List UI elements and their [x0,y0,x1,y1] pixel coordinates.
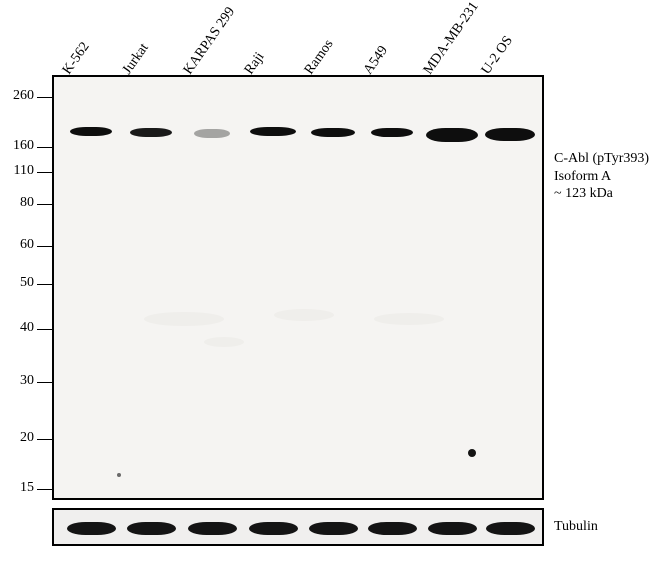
loading-control-band [127,522,176,535]
mw-tick [37,382,52,383]
lane-label: Raji [242,50,268,78]
target-band [371,128,413,137]
loading-control-band [67,522,116,535]
mw-tick [37,489,52,490]
mw-marker: 60 [0,237,34,253]
mw-tick [37,204,52,205]
lane-label: MDA-MB-231 [421,0,483,78]
lane-label: U-2 OS [479,33,517,78]
lane-label: K-562 [60,40,94,78]
lane-label: A549 [361,43,392,78]
target-label-line3: ~ 123 kDa [554,185,649,203]
mw-marker: 15 [0,480,34,496]
mw-marker: 80 [0,195,34,211]
target-band-label: C-Abl (pTyr393) Isoform A ~ 123 kDa [554,150,649,203]
target-band [250,127,296,136]
lane-label: KARPAS 299 [181,5,239,78]
mw-tick [37,329,52,330]
loading-control-band [188,522,237,535]
target-band [311,128,355,137]
main-blot-frame [52,75,544,500]
target-band [70,127,112,136]
mw-tick [37,147,52,148]
loading-control-label: Tubulin [554,518,598,536]
target-label-line2: Isoform A [554,168,649,186]
lane-label: Ramos [302,37,337,78]
mw-tick [37,284,52,285]
mw-tick [37,439,52,440]
mw-marker: 160 [0,138,34,154]
loading-control-blot [52,508,544,546]
loading-control-band [486,522,535,535]
loading-control-band [309,522,358,535]
loading-control-band [368,522,417,535]
artifact-speck [117,473,121,477]
background-noise [274,309,334,321]
mw-marker: 40 [0,320,34,336]
target-band [130,128,172,137]
target-band [194,129,230,138]
mw-marker: 20 [0,430,34,446]
mw-tick [37,246,52,247]
mw-marker: 50 [0,275,34,291]
mw-marker: 110 [0,163,34,179]
mw-marker: 30 [0,373,34,389]
loading-control-band [428,522,477,535]
loading-control-band [249,522,298,535]
mw-tick [37,97,52,98]
target-band [426,128,478,142]
western-blot-figure: 260 160 110 80 60 50 40 30 20 15 K-562 Jurkat KARPA… [0,0,650,573]
target-band [485,128,535,141]
target-label-line1: C-Abl (pTyr393) [554,150,649,168]
mw-marker: 260 [0,88,34,104]
background-noise [144,312,224,326]
lane-label: Jurkat [120,41,153,78]
mw-tick [37,172,52,173]
background-noise [204,337,244,347]
artifact-speck [468,449,476,457]
background-noise [374,313,444,325]
